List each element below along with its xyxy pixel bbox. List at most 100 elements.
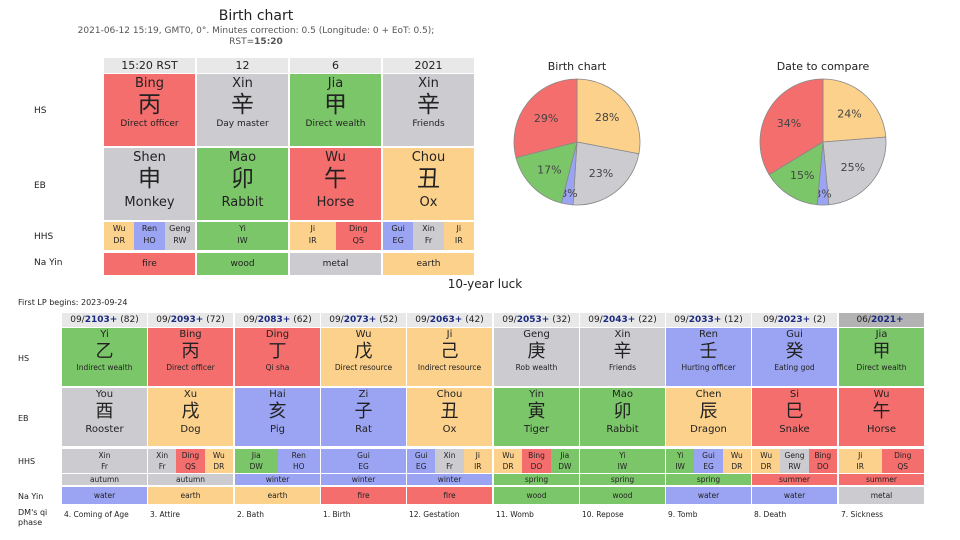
eb-animal: Rabbit (221, 195, 264, 210)
luck-title: 10-year luck (447, 277, 523, 291)
pillar-hs-cell: Xin 辛 Day master (197, 74, 288, 146)
eb-hanzi: 亥 (268, 401, 287, 422)
eb-hanzi: 酉 (95, 401, 114, 422)
luck-qi-phase: 4. Coming of Age (64, 510, 129, 519)
luck-column-header: 09/2063+ (42) (407, 313, 492, 327)
hs-description: Friends (412, 119, 445, 129)
hhs-stem: Wu DR (752, 449, 781, 473)
luck-hs-cell: Jia 甲 Direct wealth (839, 328, 924, 386)
luck-hs-cell: Ji 己 Indirect resource (407, 328, 492, 386)
hs-hanzi: 丙 (138, 92, 161, 118)
hhs-stem-god: DO (816, 462, 829, 471)
luck-year: 2043+ (602, 315, 636, 325)
luck-year: 2021+ (870, 315, 904, 325)
hs-hanzi: 乙 (95, 341, 114, 362)
pie-slice-label: 17% (537, 164, 561, 177)
luck-age: (82) (120, 315, 139, 325)
subtitle-line2: RST=15:20 (0, 37, 512, 48)
hhs-stem-name: Ji (310, 224, 316, 233)
luck-year: 2083+ (257, 315, 291, 325)
pie-title: Date to compare (776, 60, 870, 73)
hhs-stem-god: HO (143, 236, 156, 245)
luck-age: (52) (379, 315, 398, 325)
hhs-stem-name: Xin (443, 451, 456, 460)
hs-pinyin: Xin (232, 76, 253, 91)
hhs-stem-name: Ji (475, 451, 480, 460)
hhs-stem-god: QS (897, 462, 909, 471)
eb-animal: Rabbit (606, 424, 639, 435)
hs-pinyin: Xin (418, 76, 439, 91)
hhs-stem-god: DW (558, 462, 572, 471)
luck-date: 09/ (588, 315, 603, 325)
hhs-stem: Yi IW (580, 449, 665, 473)
luck-age: (12) (724, 315, 743, 325)
hhs-stem-name: Wu (760, 451, 773, 460)
luck-eb-cell: Hai 亥 Pig (235, 388, 320, 446)
pie-slice (515, 141, 578, 204)
row-label-hhs: HHS (34, 232, 54, 242)
luck-nayin: fire (407, 487, 492, 504)
hs-hanzi: 壬 (699, 341, 718, 362)
pie-slice-label: 34% (777, 117, 801, 130)
luck-label-hhs: HHS (18, 457, 36, 466)
pillar-hhs: Yi IW (197, 222, 288, 250)
hs-description: Direct officer (120, 119, 179, 129)
hhs-stem: Xin Fr (413, 222, 444, 250)
luck-age: (32) (552, 315, 571, 325)
luck-date: 06/ (856, 315, 871, 325)
hhs-stem: Gui EG (321, 449, 406, 473)
hhs-stem-god: EG (392, 236, 404, 245)
hhs-stem-name: Geng (169, 224, 191, 233)
hs-description: Qi sha (265, 363, 290, 372)
hs-description: Rob wealth (515, 363, 558, 372)
pillar-header: 2021 (383, 58, 474, 73)
pie-slice (822, 78, 887, 143)
hhs-stem: Ding QS (335, 222, 381, 250)
luck-nayin: water (62, 487, 147, 504)
hhs-stem-name: Xin (156, 451, 169, 460)
luck-eb-cell: Wu 午 Horse (839, 388, 924, 446)
hs-pinyin: Geng (523, 329, 550, 340)
eb-pinyin: Shen (133, 150, 166, 165)
hhs-stem-name: Gui (391, 224, 405, 233)
rst-label: RST= (229, 37, 255, 47)
luck-season: winter (321, 474, 406, 485)
luck-hhs: Jia DW Ren HO (235, 449, 320, 473)
hhs-stem: Geng RW (780, 449, 809, 473)
hs-pinyin: Ren (699, 329, 718, 340)
hhs-stem-god: DR (731, 462, 743, 471)
hhs-stem-god: IW (675, 462, 685, 471)
pie-slice-label: 28% (595, 111, 619, 124)
luck-column-header: 09/2043+ (22) (580, 313, 665, 327)
hhs-stem-name: Ren (291, 451, 306, 460)
hhs-stem-name: Yi (239, 224, 246, 233)
luck-label-eb: EB (18, 414, 29, 423)
hhs-stem-god: IW (617, 462, 628, 471)
hs-pinyin: Wu (355, 329, 372, 340)
hs-pinyin: Xin (614, 329, 631, 340)
luck-year: 2033+ (688, 315, 722, 325)
hhs-stem-god: DO (530, 462, 543, 471)
eb-hanzi: 巳 (785, 401, 804, 422)
luck-column-header: 09/2023+ (2) (752, 313, 837, 327)
hs-pinyin: Gui (786, 329, 803, 340)
hs-pinyin: Ding (265, 329, 290, 340)
hhs-stem-name: Wu (730, 451, 743, 460)
luck-qi-phase: 10. Repose (582, 510, 624, 519)
hhs-stem-god: QS (185, 462, 196, 471)
hhs-stem: Wu DR (104, 222, 135, 250)
eb-hanzi: 午 (872, 401, 891, 422)
hhs-stem-god: EG (358, 462, 369, 471)
eb-animal: Dragon (690, 424, 727, 435)
hhs-stem: Ding QS (881, 449, 924, 473)
luck-nayin: wood (580, 487, 665, 504)
luck-season: spring (494, 474, 579, 485)
eb-hanzi: 丑 (417, 166, 440, 192)
luck-qi-phase: 9. Tomb (668, 510, 698, 519)
hhs-stem: Ji IR (290, 222, 336, 250)
hs-hanzi: 癸 (785, 341, 804, 362)
row-label-eb: EB (34, 181, 46, 191)
hhs-stem-name: Geng (784, 451, 805, 460)
hs-hanzi: 辛 (231, 92, 254, 118)
luck-hs-cell: Ren 壬 Hurting officer (666, 328, 751, 386)
